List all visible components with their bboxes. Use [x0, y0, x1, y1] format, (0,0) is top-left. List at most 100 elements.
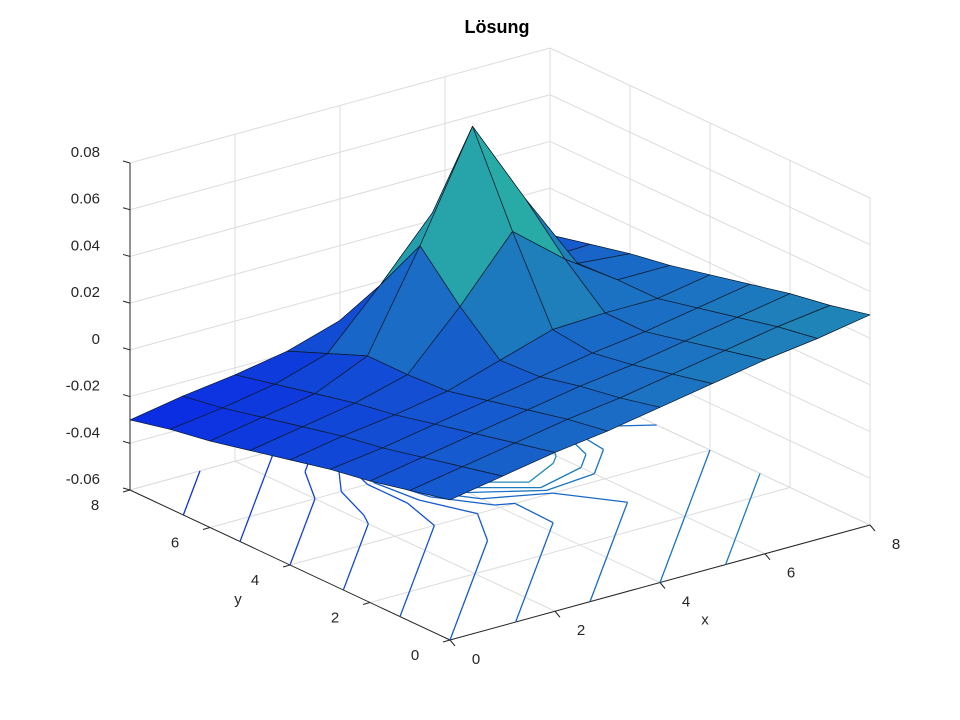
grid-line	[549, 94, 871, 246]
chart-title: Lösung	[465, 17, 530, 37]
contour-segment	[304, 471, 316, 499]
x-tick-label: 4	[682, 593, 690, 610]
contour-segment	[514, 502, 554, 524]
x-tick-label: 8	[892, 536, 900, 553]
x-axis-label: x	[701, 611, 709, 628]
contour-segment	[411, 558, 423, 584]
contour-segment	[546, 473, 595, 491]
contour-segment	[408, 583, 414, 592]
z-tick	[122, 253, 131, 257]
contour-segment	[407, 502, 435, 526]
contour-segment	[659, 549, 674, 583]
contour-segment	[373, 482, 420, 501]
z-tick-label: -0.06	[66, 471, 100, 488]
y-tick-label: 4	[251, 572, 259, 589]
y-tick	[202, 527, 211, 530]
contour-segment	[750, 473, 761, 499]
y-tick	[122, 489, 131, 493]
contour-segment	[399, 591, 410, 617]
contour-segment	[549, 522, 554, 532]
contour-segment	[367, 483, 408, 504]
x-tick	[764, 553, 771, 561]
z-tick-label: 0.06	[71, 191, 100, 208]
z-tick	[122, 394, 131, 398]
y-tick	[282, 564, 291, 568]
contour-segment	[593, 449, 605, 474]
contour-segment	[527, 563, 539, 590]
x-tick	[869, 524, 876, 532]
z-tick	[122, 487, 131, 491]
contour-segment	[261, 475, 266, 484]
contour-segment	[593, 568, 604, 591]
grid-line	[549, 140, 871, 292]
contour-segment	[746, 498, 752, 507]
contour-segment	[474, 540, 489, 574]
y-tick-label: 6	[171, 534, 179, 551]
contour-segment	[515, 596, 526, 623]
y-axis-label: y	[234, 591, 242, 608]
contour-segment	[671, 516, 686, 550]
contour-segment	[340, 491, 365, 516]
contour-segment	[363, 514, 369, 525]
contour-segment	[536, 555, 542, 565]
z-tick	[122, 440, 131, 444]
z-tick	[122, 347, 131, 351]
contour-segment	[580, 454, 587, 468]
contour-segment	[614, 524, 620, 536]
contour-segment	[182, 503, 189, 516]
contour-segment	[618, 502, 629, 525]
x-tick	[554, 610, 561, 618]
contour-segment	[725, 539, 736, 565]
contour-segment	[461, 573, 476, 608]
grid-line	[129, 47, 551, 164]
contour-segment	[186, 481, 197, 505]
grid-line	[549, 47, 871, 199]
x-tick-label: 2	[577, 622, 585, 639]
contour-segment	[239, 516, 250, 542]
contour-segment	[359, 523, 369, 547]
contour-segment	[248, 508, 254, 517]
contour-segment	[467, 489, 547, 494]
contour-segment	[734, 531, 739, 540]
z-tick	[122, 160, 131, 164]
x-tick-label: 0	[472, 651, 480, 668]
y-tick	[362, 602, 371, 605]
y-tick-label: 8	[91, 497, 99, 514]
contour-segment	[430, 496, 495, 506]
contour-segment	[346, 556, 357, 580]
contour-segment	[195, 470, 201, 483]
contour-segment	[289, 531, 304, 566]
contour-segment	[606, 535, 616, 558]
z-tick-label: -0.04	[66, 424, 100, 441]
y-tick	[442, 639, 451, 643]
contour-segment	[421, 550, 426, 559]
z-tick-label: 0.02	[71, 284, 100, 301]
grid-line	[129, 94, 551, 211]
contour-segment	[601, 557, 608, 569]
grid-line	[369, 487, 791, 603]
contour-segment	[552, 492, 628, 503]
contour-segment	[737, 506, 749, 532]
y-tick-label: 0	[411, 647, 419, 664]
contour-segment	[476, 513, 489, 541]
surface	[129, 125, 871, 501]
contour-segment	[684, 482, 699, 517]
contour-segment	[540, 530, 551, 557]
contour-segment	[342, 578, 349, 591]
z-tick-label: 0.08	[71, 144, 100, 161]
contour-segment	[424, 525, 435, 551]
labels: 0 2 4 6 8 0 2 4 6 8 -0.06 -0.04 -0.02 0 0.02 0.04 0.06 0.…	[66, 144, 900, 668]
z-tick	[122, 207, 131, 211]
y-tick-label: 2	[331, 609, 339, 626]
surface-patch	[409, 466, 503, 501]
contour-segment	[494, 502, 516, 506]
x-tick	[449, 639, 456, 647]
contour-segment	[552, 455, 557, 464]
contour-segment	[251, 483, 263, 509]
contour-segment	[589, 590, 595, 602]
contour-segment	[355, 545, 361, 558]
z-tick-label: 0.04	[71, 237, 100, 254]
x-tick-label: 6	[787, 565, 795, 582]
